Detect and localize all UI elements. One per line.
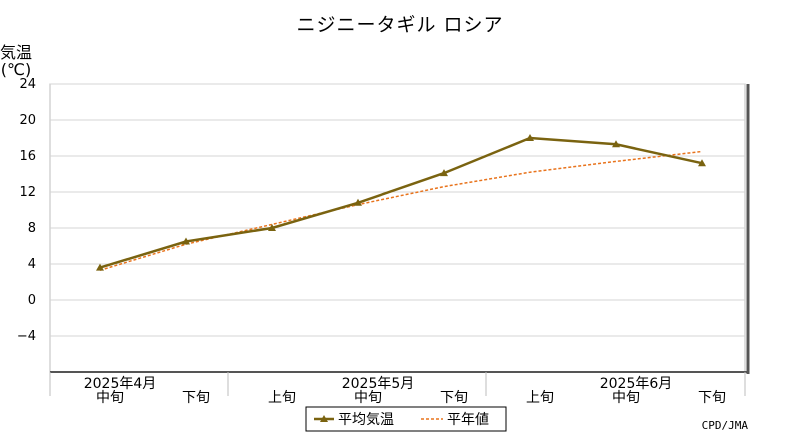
normal-series-line [99,150,703,272]
average-point-marker [698,159,706,167]
y-tick-label: 4 [28,257,36,272]
y-axis-label-line1: 気温 [0,43,33,62]
credit-label: CPD/JMA [701,419,748,432]
y-tick-label: 24 [19,77,36,92]
chart-title: ニジニータギル ロシア [296,14,504,36]
month-label: 2025年5月 [342,376,415,392]
y-tick-label: 20 [19,113,36,128]
x-tick-label: 下旬 [440,390,468,406]
average-point-marker [268,224,276,231]
average-point-marker [354,198,362,206]
y-tick-label: 8 [28,221,36,236]
legend-normal-label: 平年値 [447,412,489,428]
x-tick-label: 上旬 [268,390,296,406]
average-point-marker [612,140,620,148]
month-label: 2025年6月 [600,376,673,392]
y-axis-label-unit: (℃) [0,60,32,79]
average-point-marker [440,169,448,177]
x-tick-label: 下旬 [698,390,726,406]
average-point-marker [526,134,534,141]
x-tick-label: 中旬 [96,390,124,406]
legend-average-marker [320,415,328,422]
y-tick-label: 0 [28,293,36,308]
x-tick-label: 中旬 [612,390,640,406]
x-tick-label: 下旬 [182,390,210,406]
average-series-line [99,136,703,269]
legend-box [305,406,507,432]
y-tick-label: 16 [19,149,36,164]
legend-average-label: 平均気温 [338,412,394,428]
y-tick-label: 12 [19,185,36,200]
average-point-marker [182,237,190,245]
average-point-marker [96,263,104,271]
x-tick-label: 上旬 [526,390,554,406]
y-axis-label: 気温 (℃) [0,44,32,78]
y-tick-label: −4 [17,329,36,344]
month-label: 2025年4月 [84,376,157,392]
x-tick-label: 中旬 [354,390,382,406]
